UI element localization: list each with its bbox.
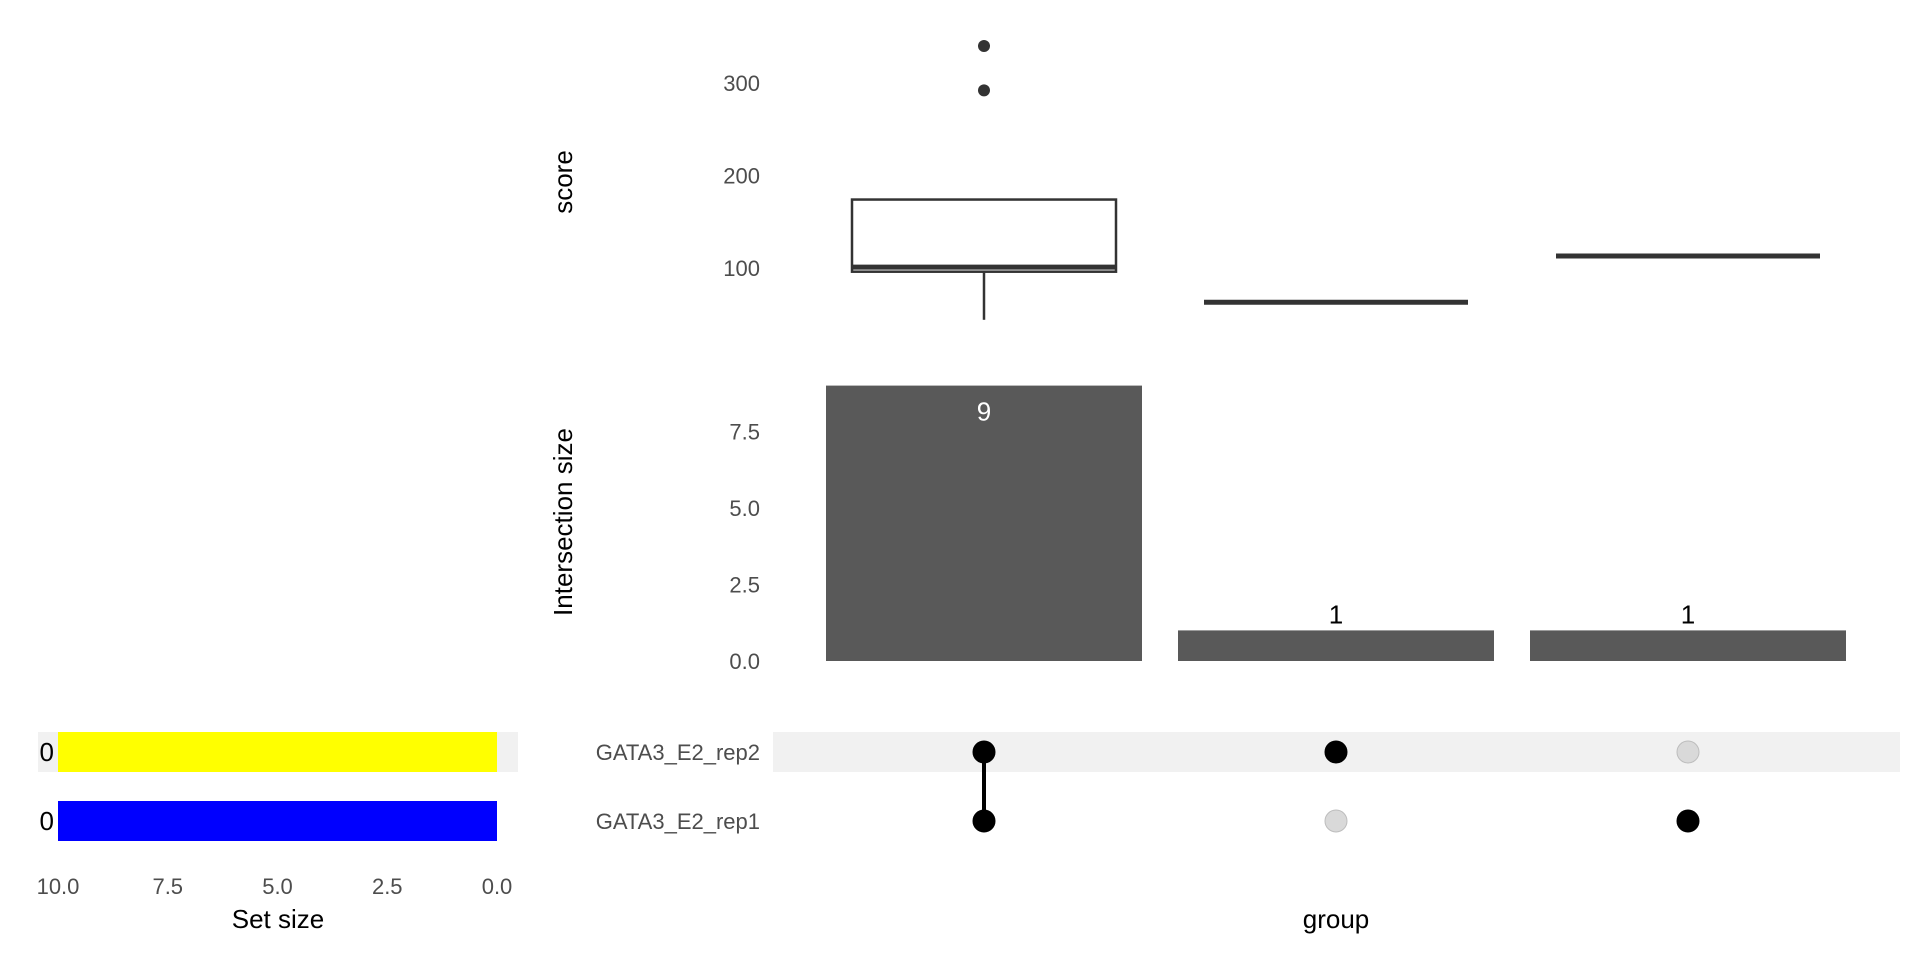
score-tick-label: 300 [723,71,760,96]
set-name-label: GATA3_E2_rep1 [596,809,760,834]
set-size-tick-label: 10.0 [37,874,80,899]
matrix-dot-active [972,809,996,833]
score-tick-label: 200 [723,164,760,189]
intersection-bar-label: 1 [1681,599,1695,629]
set-size-value-label: 0 [40,806,54,836]
score-axis-title: score [548,150,578,214]
intersection-bar [826,385,1142,661]
matrix-dot-inactive [1676,740,1700,764]
intersection-size-axis-title: Intersection size [548,428,578,616]
intersection-tick-label: 7.5 [729,420,760,445]
set-size-bar [58,732,497,772]
set-size-value-label: 0 [40,737,54,767]
box-iqr [850,198,1118,273]
matrix-dot-inactive [1324,809,1348,833]
group-axis-title: group [1303,904,1370,934]
set-size-tick-label: 7.5 [152,874,183,899]
matrix-dot-active [1676,809,1700,833]
score-tick-label: 100 [723,256,760,281]
chart-layer: 100 200 300 0.0 2.5 5.0 7.5 9 1 1 GATA3_E2_rep2 GAT… [37,40,1900,899]
matrix-dot-active [972,740,996,764]
intersection-bar [1178,630,1494,661]
box-outlier-point [978,84,990,97]
set-size-tick-label: 5.0 [262,874,293,899]
set-name-label: GATA3_E2_rep2 [596,740,760,765]
intersection-tick-label: 0.0 [729,649,760,674]
set-size-axis-title: Set size [232,904,325,934]
intersection-tick-label: 2.5 [729,573,760,598]
matrix-dot-active [1324,740,1348,764]
set-size-tick-label: 2.5 [372,874,403,899]
intersection-bar-label: 1 [1329,599,1343,629]
intersection-bar-label: 9 [977,397,991,427]
set-size-tick-label: 0.0 [482,874,513,899]
box-outlier-point [978,40,990,52]
intersection-bar [1530,630,1846,661]
set-size-bar [58,801,497,841]
intersection-tick-label: 5.0 [729,496,760,521]
